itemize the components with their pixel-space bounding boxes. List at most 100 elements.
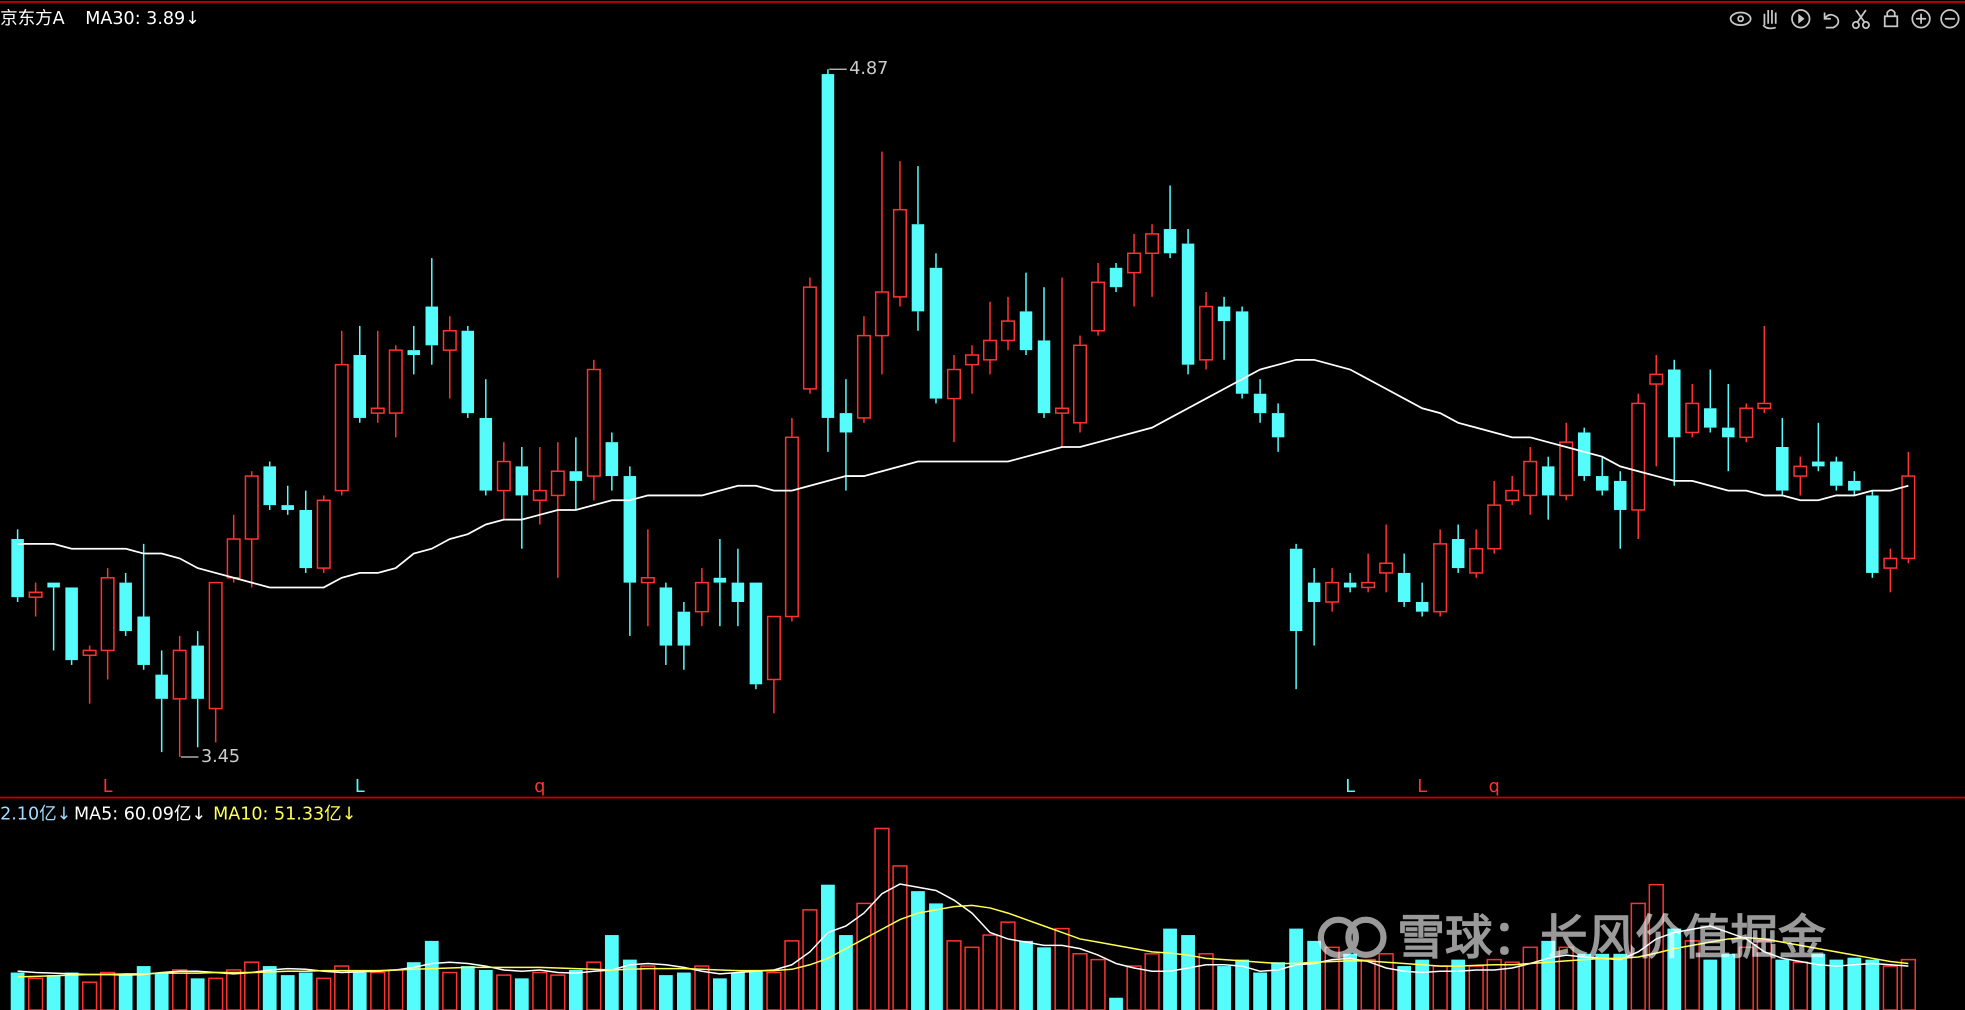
candle-body <box>1019 311 1033 351</box>
ma10-line <box>17 904 1909 978</box>
candle-body <box>677 611 691 646</box>
candle-body <box>821 74 835 418</box>
candle-body <box>172 649 187 700</box>
volume-bar <box>1360 958 1376 1010</box>
volume-bar <box>1900 958 1916 1010</box>
candle-body <box>1055 407 1070 414</box>
volume-bar <box>478 969 493 1010</box>
volume-bar <box>10 972 25 1010</box>
candle-body <box>299 509 312 569</box>
candle-body <box>47 582 60 588</box>
icon-zoom-in[interactable] <box>1911 9 1931 29</box>
candle-body <box>1613 480 1627 510</box>
candle-body <box>1685 402 1700 434</box>
candle-body <box>1451 539 1465 569</box>
volume-bar <box>244 961 260 1010</box>
volume-bar <box>731 972 745 1010</box>
candle-body <box>839 413 853 433</box>
candle-body <box>1163 229 1177 254</box>
volume-bar <box>1217 966 1231 1010</box>
icon-play[interactable] <box>1791 9 1811 29</box>
ma30-line <box>17 358 1909 589</box>
volume-bar <box>586 961 602 1010</box>
volume-legend: MA5: 60.09亿↓ <box>74 805 206 825</box>
candle-body <box>1523 460 1538 497</box>
signal-marker: L <box>103 777 113 797</box>
candle-body <box>155 674 168 699</box>
candle-body <box>1235 311 1249 394</box>
candle-body <box>694 581 709 613</box>
candle-body <box>1325 581 1340 603</box>
candle-body <box>1379 562 1394 574</box>
candle-body <box>1469 547 1484 574</box>
candle-body <box>370 407 385 414</box>
volume-bar <box>1343 953 1358 1010</box>
low-label: 3.45 <box>201 747 240 767</box>
candle-body <box>1199 305 1214 361</box>
candle-body <box>1433 543 1448 613</box>
candle-body <box>623 476 637 583</box>
volume-bar <box>1504 961 1520 1010</box>
candle-body <box>1307 582 1321 602</box>
volume-bar <box>1865 959 1880 1010</box>
candle-body <box>442 330 457 351</box>
icon-zoom-out[interactable] <box>1940 9 1960 29</box>
candle-body <box>964 354 980 366</box>
candle-body <box>1595 476 1609 491</box>
candle-body <box>244 475 259 540</box>
candle-body <box>1757 402 1772 410</box>
candle-body <box>1217 306 1231 322</box>
volume-bar <box>749 969 763 1010</box>
candle-body <box>1901 475 1916 560</box>
volume-bar <box>1109 997 1123 1010</box>
candle-body <box>1722 427 1735 438</box>
volume-bar <box>911 891 925 1010</box>
volume-bar <box>676 972 691 1010</box>
icon-hand[interactable] <box>1762 10 1777 30</box>
volume-bar <box>1595 953 1610 1010</box>
signal-marker: q <box>1489 777 1500 797</box>
candle-body <box>874 291 889 337</box>
volume-bar <box>550 974 566 1010</box>
volume-bar <box>1253 972 1267 1010</box>
candle-body <box>281 505 294 510</box>
volume-bar <box>298 972 313 1010</box>
candle-body <box>929 267 943 399</box>
volume-bar <box>154 972 169 1010</box>
candle-body <box>856 334 871 419</box>
candle-body <box>208 581 223 710</box>
icon-cut[interactable] <box>1851 9 1870 30</box>
volume-legend: 2.10亿↓ <box>0 805 71 825</box>
icon-view[interactable] <box>1729 11 1752 26</box>
volume-bar <box>568 969 583 1010</box>
candle-body <box>731 582 745 602</box>
candle-body <box>1541 466 1555 496</box>
volume-legend: MA10: 51.33亿↓ <box>213 805 356 825</box>
volume-bar <box>1486 958 1502 1010</box>
candle-body <box>1073 344 1088 424</box>
volume-bar <box>27 977 44 1010</box>
candle-body <box>82 649 97 657</box>
candle-body <box>982 339 998 361</box>
volume-bar <box>226 969 242 1010</box>
candle-body <box>802 286 817 390</box>
candle-body <box>1253 393 1267 414</box>
candle-body <box>1776 447 1789 491</box>
volume-bar <box>1721 953 1736 1010</box>
candle-body <box>191 645 204 699</box>
candle-body <box>407 350 421 355</box>
icon-lock[interactable] <box>1883 9 1899 28</box>
candle-body <box>1127 252 1142 274</box>
candle-body <box>1704 408 1717 428</box>
volume-bar <box>1451 959 1466 1010</box>
signal-marker: L <box>1417 777 1427 797</box>
volume-bar <box>352 972 367 1010</box>
volume-bar <box>892 865 908 1010</box>
icon-undo[interactable] <box>1823 12 1840 29</box>
candle-body <box>1109 267 1123 288</box>
candle-body <box>479 417 493 491</box>
volume-bar <box>136 966 151 1010</box>
candle-body <box>1271 413 1285 438</box>
